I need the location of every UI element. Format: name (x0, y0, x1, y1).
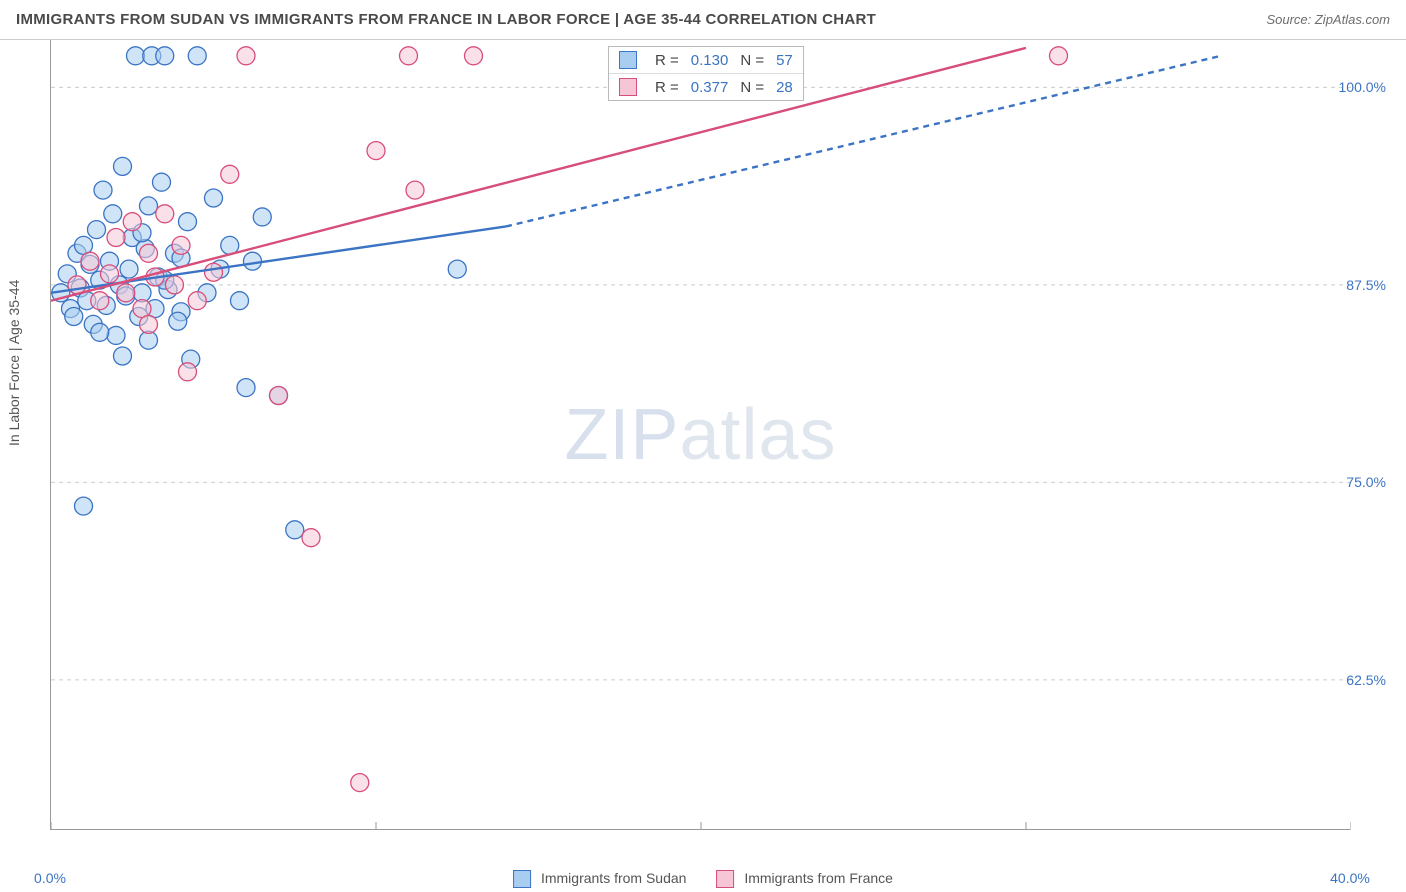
r-value-france: 0.377 (691, 79, 729, 96)
legend-item-sudan: Immigrants from Sudan (513, 870, 686, 888)
n-value-sudan: 57 (776, 52, 793, 69)
n-value-france: 28 (776, 79, 793, 96)
y-tick-label: 62.5% (1346, 672, 1386, 688)
r-label: R = (655, 79, 679, 96)
x-axis-legend: Immigrants from Sudan Immigrants from Fr… (513, 870, 893, 888)
y-tick-label: 100.0% (1339, 79, 1386, 95)
y-tick-label: 75.0% (1346, 474, 1386, 490)
chart-plot-area: ZIPatlas (50, 40, 1350, 830)
swatch-france (619, 78, 637, 96)
stat-row-france: R = 0.377 N = 28 (609, 73, 803, 100)
swatch-france (716, 870, 734, 888)
source-attribution: Source: ZipAtlas.com (1266, 12, 1390, 27)
scatter-svg (51, 40, 1351, 830)
title-bar: IMMIGRANTS FROM SUDAN VS IMMIGRANTS FROM… (0, 0, 1406, 40)
r-value-sudan: 0.130 (691, 52, 729, 69)
legend-item-france: Immigrants from France (716, 870, 892, 888)
x-tick-label: 40.0% (1330, 870, 1370, 886)
stat-row-sudan: R = 0.130 N = 57 (609, 47, 803, 73)
y-axis-title: In Labor Force | Age 35-44 (6, 280, 22, 446)
swatch-sudan (513, 870, 531, 888)
watermark: ZIPatlas (564, 394, 836, 476)
chart-title: IMMIGRANTS FROM SUDAN VS IMMIGRANTS FROM… (16, 11, 876, 28)
legend-label-france: Immigrants from France (744, 870, 893, 886)
x-tick-label: 0.0% (34, 870, 66, 886)
watermark-light: atlas (679, 395, 836, 475)
y-tick-label: 87.5% (1346, 277, 1386, 293)
r-label: R = (655, 52, 679, 69)
n-label: N = (740, 79, 764, 96)
watermark-bold: ZIP (564, 395, 679, 475)
n-label: N = (740, 52, 764, 69)
legend-label-sudan: Immigrants from Sudan (541, 870, 687, 886)
swatch-sudan (619, 51, 637, 69)
correlation-stats-box: R = 0.130 N = 57 R = 0.377 N = 28 (608, 46, 804, 101)
